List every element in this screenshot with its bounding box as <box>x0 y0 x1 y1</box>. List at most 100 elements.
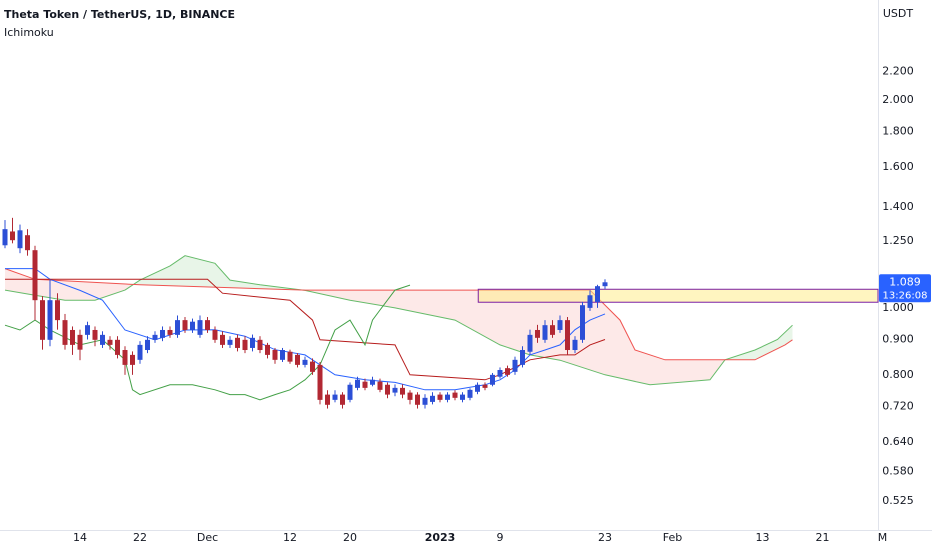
cloud-fill <box>327 290 332 297</box>
cloud-fill <box>395 290 399 309</box>
countdown-label: 13:26:08 <box>883 290 928 301</box>
candle-body <box>497 370 503 377</box>
cloud-fill <box>612 312 617 378</box>
candle-body <box>47 300 53 340</box>
cloud-fill <box>620 320 624 379</box>
cloud-fill <box>455 290 459 323</box>
x-tick-label: 21 <box>816 531 830 544</box>
cloud-fill <box>762 344 767 357</box>
cloud-fill <box>342 290 347 300</box>
cloud-fill <box>492 290 497 343</box>
cloud-fill <box>87 282 92 301</box>
indicator-label: Ichimoku <box>4 26 54 39</box>
cloud-fill <box>781 332 785 347</box>
candle-body <box>340 394 346 405</box>
cloud-fill <box>680 359 684 383</box>
candle-body <box>40 300 46 340</box>
cloud-fill <box>95 282 99 301</box>
cloud-fill <box>387 290 392 308</box>
y-tick-label: 0.720 <box>882 399 914 412</box>
cloud-fill <box>436 290 440 318</box>
x-tick-label: 12 <box>283 531 297 544</box>
cloud-fill <box>27 276 32 295</box>
cloud-fill <box>241 281 245 289</box>
candle-body <box>377 381 383 390</box>
cloud-fill <box>646 353 650 385</box>
cloud-fill <box>593 293 598 373</box>
cloud-fill <box>203 260 208 287</box>
cloud-fill <box>155 271 159 286</box>
candle-body <box>325 394 331 405</box>
cloud-fill <box>447 290 452 320</box>
cloud-fill <box>365 290 369 304</box>
candle-body <box>505 368 511 375</box>
cloud-fill <box>706 359 710 381</box>
y-tick-label: 2.200 <box>882 64 914 77</box>
indicator-line <box>4 284 411 401</box>
cloud-fill <box>185 255 189 287</box>
y-tick-label: 1.600 <box>882 160 914 173</box>
cloud-fill <box>552 290 557 360</box>
candle-body <box>182 320 188 330</box>
x-tick-label: 13 <box>756 531 770 544</box>
cloud-fill <box>98 282 103 299</box>
cloud-fill <box>335 290 339 298</box>
cloud-span-b <box>4 268 793 361</box>
y-tick-label: 0.800 <box>882 368 914 381</box>
cloud-fill <box>785 328 789 345</box>
cloud-fill <box>61 280 65 301</box>
candle-body <box>137 344 143 360</box>
cloud-fill <box>590 290 594 372</box>
x-tick-label: 9 <box>497 531 504 544</box>
cloud-fill <box>545 290 549 359</box>
cloud-fill <box>698 359 703 381</box>
candle-body <box>557 320 563 330</box>
price-label-box <box>879 274 931 303</box>
candle-body <box>310 361 316 372</box>
cloud-fill <box>451 290 455 321</box>
cloud-fill <box>12 271 17 292</box>
candle-body <box>595 286 601 302</box>
cloud-fill <box>661 358 665 384</box>
cloud-fill <box>766 343 770 355</box>
cloud-fill <box>672 359 677 383</box>
y-tick-label: 0.900 <box>882 332 914 345</box>
cloud-fill <box>346 290 350 301</box>
cloud-fill <box>368 290 373 304</box>
candle-body <box>32 250 38 301</box>
cloud-fill <box>668 359 673 384</box>
candle-body <box>212 329 218 340</box>
candle-body <box>437 394 443 400</box>
cloud-fill <box>635 350 639 383</box>
candle-body <box>295 354 301 365</box>
cloud-fill <box>181 255 185 287</box>
cloud-fill <box>773 339 778 351</box>
cloud-fill <box>353 290 358 302</box>
axis-unit: USDT <box>883 7 914 20</box>
candle-body <box>535 329 541 338</box>
cloud-fill <box>687 359 692 382</box>
candle-body <box>572 339 578 351</box>
cloud-fill <box>638 351 643 384</box>
cloud-fill <box>470 290 474 331</box>
candle-body <box>100 334 106 345</box>
chart-title: Theta Token / TetherUS, 1D, BINANCE <box>4 8 235 21</box>
candle-body <box>287 351 293 362</box>
cloud-fill <box>233 280 238 288</box>
candle-body <box>122 350 128 365</box>
candle-body <box>280 350 286 360</box>
cloud-fill <box>177 258 182 287</box>
cloud-fill <box>518 290 523 353</box>
cloud-fill <box>188 256 193 287</box>
candle-body <box>542 325 548 340</box>
candle-body <box>115 339 121 355</box>
cloud-fill <box>650 354 654 385</box>
cloud-fill <box>488 290 493 341</box>
candle-body <box>512 359 518 372</box>
cloud-fill <box>173 260 178 286</box>
cloud-fill <box>46 279 50 298</box>
cloud-fill <box>440 290 444 318</box>
candle-body <box>422 397 428 405</box>
cloud-fill <box>755 348 759 360</box>
